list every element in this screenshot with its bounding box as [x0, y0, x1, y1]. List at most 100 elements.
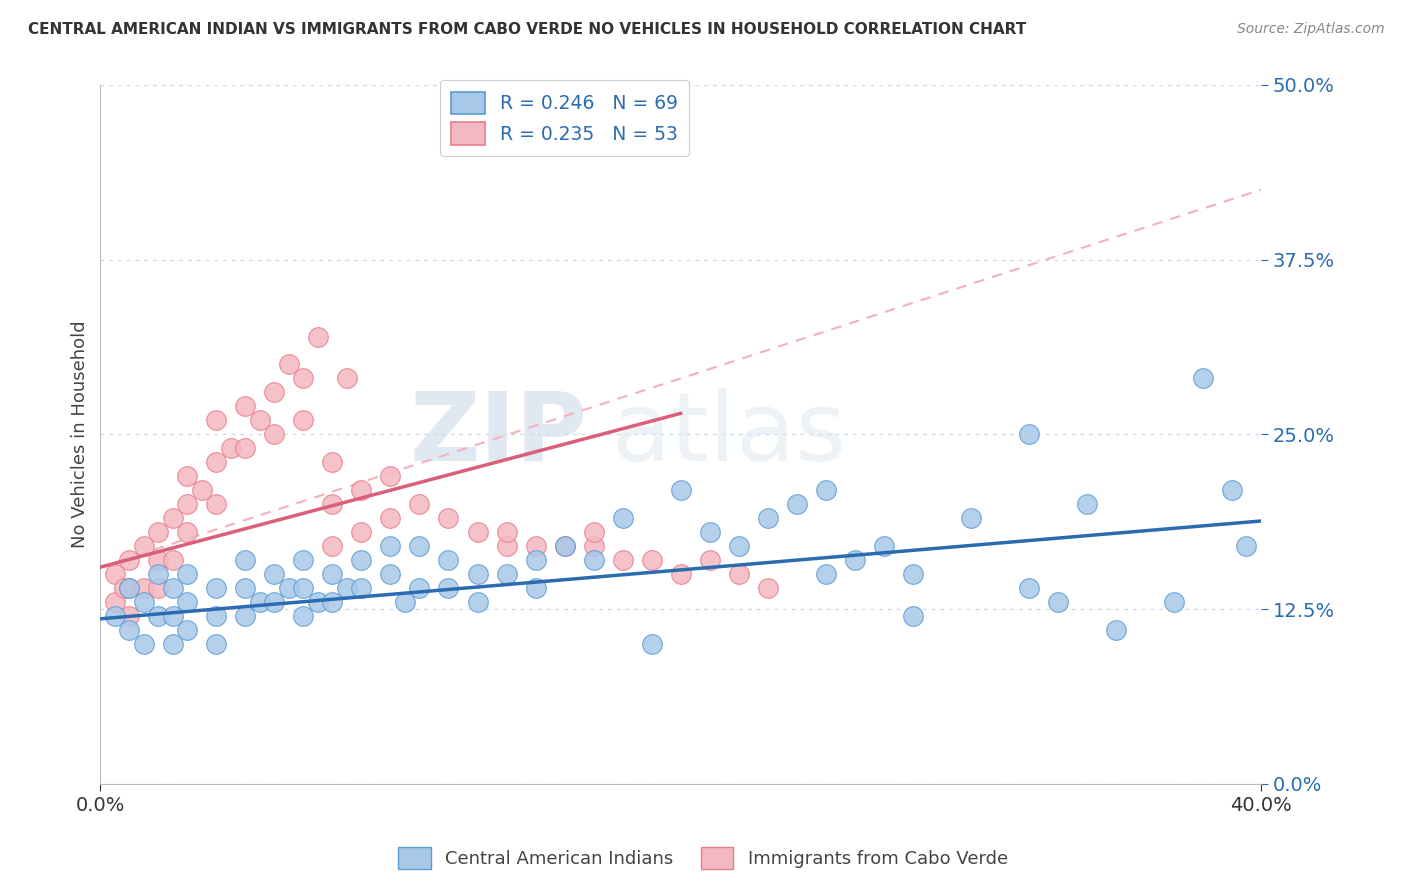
Point: [380, 539, 402, 553]
Point: [292, 553, 315, 567]
Point: [205, 497, 228, 511]
Point: [467, 567, 489, 582]
Point: [104, 595, 127, 609]
Point: [1105, 623, 1128, 637]
Point: [321, 497, 343, 511]
Legend: R = 0.246   N = 69, R = 0.235   N = 53: R = 0.246 N = 69, R = 0.235 N = 53: [440, 80, 689, 156]
Point: [1018, 427, 1040, 442]
Point: [901, 567, 924, 582]
Point: [148, 609, 170, 624]
Point: [307, 329, 329, 343]
Point: [408, 581, 430, 595]
Point: [437, 553, 460, 567]
Point: [786, 497, 808, 511]
Point: [1191, 371, 1213, 385]
Point: [148, 553, 170, 567]
Point: [408, 539, 430, 553]
Point: [873, 539, 896, 553]
Point: [263, 567, 285, 582]
Point: [118, 581, 141, 595]
Point: [292, 371, 315, 385]
Point: [321, 455, 343, 469]
Point: [292, 581, 315, 595]
Point: [205, 455, 228, 469]
Point: [554, 539, 576, 553]
Point: [132, 539, 155, 553]
Point: [1220, 483, 1243, 498]
Point: [118, 581, 141, 595]
Point: [307, 595, 329, 609]
Point: [394, 595, 416, 609]
Point: [205, 581, 228, 595]
Point: [524, 553, 547, 567]
Text: CENTRAL AMERICAN INDIAN VS IMMIGRANTS FROM CABO VERDE NO VEHICLES IN HOUSEHOLD C: CENTRAL AMERICAN INDIAN VS IMMIGRANTS FR…: [28, 22, 1026, 37]
Point: [292, 609, 315, 624]
Point: [901, 609, 924, 624]
Point: [814, 483, 837, 498]
Point: [176, 469, 198, 483]
Point: [118, 623, 141, 637]
Point: [437, 511, 460, 525]
Point: [162, 609, 184, 624]
Point: [669, 483, 692, 498]
Point: [350, 581, 373, 595]
Point: [524, 581, 547, 595]
Point: [321, 539, 343, 553]
Point: [640, 637, 662, 651]
Point: [554, 539, 576, 553]
Legend: Central American Indians, Immigrants from Cabo Verde: Central American Indians, Immigrants fro…: [389, 838, 1017, 879]
Point: [350, 483, 373, 498]
Point: [235, 553, 257, 567]
Point: [699, 525, 721, 540]
Point: [112, 581, 135, 595]
Point: [408, 497, 430, 511]
Point: [148, 525, 170, 540]
Point: [321, 595, 343, 609]
Point: [263, 385, 285, 400]
Point: [118, 553, 141, 567]
Point: [263, 427, 285, 442]
Point: [176, 525, 198, 540]
Point: [249, 595, 271, 609]
Point: [467, 525, 489, 540]
Text: Source: ZipAtlas.com: Source: ZipAtlas.com: [1237, 22, 1385, 37]
Point: [612, 511, 634, 525]
Point: [756, 581, 779, 595]
Point: [1163, 595, 1185, 609]
Point: [277, 358, 299, 372]
Point: [524, 539, 547, 553]
Point: [380, 511, 402, 525]
Point: [727, 539, 749, 553]
Point: [148, 567, 170, 582]
Point: [844, 553, 866, 567]
Point: [292, 413, 315, 427]
Point: [756, 511, 779, 525]
Point: [321, 567, 343, 582]
Point: [437, 581, 460, 595]
Point: [336, 371, 359, 385]
Point: [235, 400, 257, 414]
Point: [612, 553, 634, 567]
Point: [495, 525, 517, 540]
Point: [582, 525, 605, 540]
Point: [205, 413, 228, 427]
Point: [814, 567, 837, 582]
Point: [669, 567, 692, 582]
Point: [699, 553, 721, 567]
Point: [176, 595, 198, 609]
Point: [235, 581, 257, 595]
Point: [959, 511, 981, 525]
Text: atlas: atlas: [612, 388, 846, 481]
Point: [118, 609, 141, 624]
Point: [176, 497, 198, 511]
Point: [380, 567, 402, 582]
Point: [132, 595, 155, 609]
Point: [176, 567, 198, 582]
Point: [727, 567, 749, 582]
Point: [162, 553, 184, 567]
Point: [191, 483, 214, 498]
Point: [1018, 581, 1040, 595]
Point: [162, 637, 184, 651]
Point: [1046, 595, 1069, 609]
Point: [249, 413, 271, 427]
